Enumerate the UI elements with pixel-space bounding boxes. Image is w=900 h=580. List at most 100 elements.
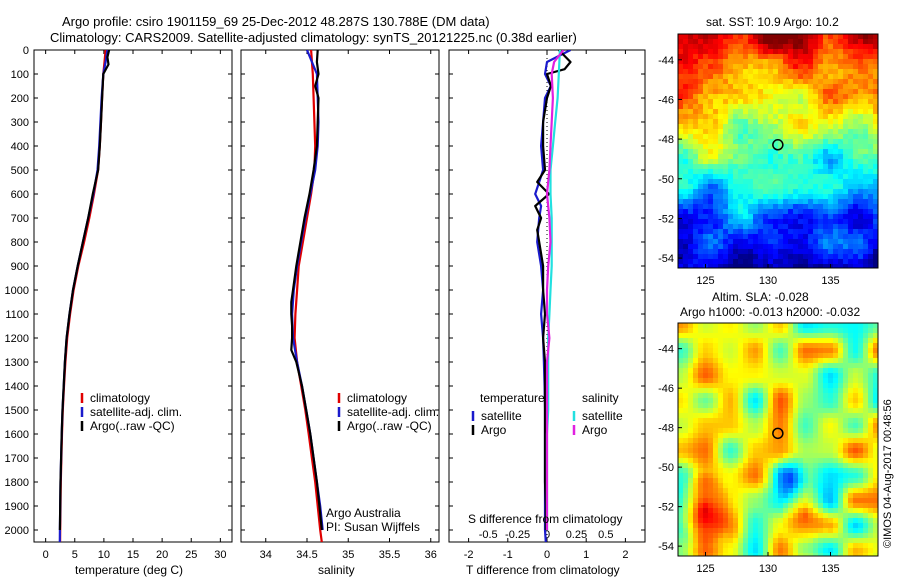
sla-map-cell xyxy=(718,408,723,413)
sla-map-cell xyxy=(708,523,713,528)
sst-map-cell xyxy=(763,164,768,169)
sst-map-cell xyxy=(853,144,858,149)
sst-map-cell xyxy=(778,259,783,264)
sst-map-cell xyxy=(713,239,718,244)
sla-map-cell xyxy=(843,473,848,478)
sst-map-cell xyxy=(823,94,828,99)
sst-map-cell xyxy=(738,144,743,149)
sla-map-cell xyxy=(738,423,743,428)
sst-map-cell xyxy=(858,144,863,149)
sla-map-cell xyxy=(693,478,698,483)
sst-map-cell xyxy=(833,164,838,169)
sst-map-cell xyxy=(678,229,683,234)
sst-map-cell xyxy=(718,114,723,119)
sst-map-cell xyxy=(713,94,718,99)
sla-map-cell xyxy=(773,373,778,378)
sst-map-cell xyxy=(683,199,688,204)
sla-map-cell xyxy=(853,553,858,556)
sst-map-cell xyxy=(818,244,823,249)
sst-map-cell xyxy=(868,144,873,149)
sla-map-cell xyxy=(848,433,853,438)
sst-map-cell xyxy=(838,224,843,229)
sla-map-cell xyxy=(753,453,758,458)
sla-map-cell xyxy=(738,498,743,503)
sla-map-cell xyxy=(873,423,878,428)
sla-map-cell xyxy=(723,403,728,408)
sst-map-cell xyxy=(698,249,703,254)
sst-map-cell xyxy=(803,179,808,184)
sla-map-cell xyxy=(688,363,693,368)
sla-map-cell xyxy=(693,438,698,443)
sla-map-cell xyxy=(788,538,793,543)
sst-map-cell xyxy=(793,169,798,174)
sst-map-cell xyxy=(788,134,793,139)
sst-map-cell xyxy=(688,34,693,39)
sla-map-cell xyxy=(873,508,878,513)
sla-map-cell xyxy=(763,523,768,528)
sst-map-cell xyxy=(843,94,848,99)
sla-map-cell xyxy=(703,368,708,373)
sla-map-cell xyxy=(793,458,798,463)
sla-map-cell xyxy=(813,348,818,353)
sst-map-cell xyxy=(803,174,808,179)
sla-map-cell xyxy=(843,533,848,538)
sla-map-cell xyxy=(698,458,703,463)
sla-map-cell xyxy=(693,338,698,343)
sst-map-cell xyxy=(863,234,868,239)
sst-map-cell xyxy=(718,224,723,229)
sst-map-cell xyxy=(678,244,683,249)
sla-map-cell xyxy=(828,438,833,443)
sla-map-cell xyxy=(868,393,873,398)
sla-map-cell xyxy=(768,548,773,553)
sla-map-cell xyxy=(833,463,838,468)
sst-map-cell xyxy=(863,39,868,44)
sst-map-cell xyxy=(803,264,808,268)
sst-map-cell xyxy=(693,229,698,234)
sla-map-cell xyxy=(708,533,713,538)
sla-map-cell xyxy=(723,493,728,498)
sla-map-cell xyxy=(713,463,718,468)
sst-map-cell xyxy=(728,74,733,79)
sst-map-cell xyxy=(778,229,783,234)
sst-map-cell xyxy=(828,254,833,259)
sla-map-cell xyxy=(868,453,873,458)
sla-map-cell xyxy=(813,423,818,428)
sst-map-cell xyxy=(823,244,828,249)
sst-map-cell xyxy=(683,84,688,89)
sla-map-cell xyxy=(843,448,848,453)
sst-map-cell xyxy=(808,189,813,194)
sst-map-cell xyxy=(858,74,863,79)
sst-map-cell xyxy=(698,84,703,89)
sst-map-cell xyxy=(863,184,868,189)
difference-legend-temperature-title: temperature xyxy=(480,391,545,405)
sla-map-cell xyxy=(833,323,838,328)
sla-map-cell xyxy=(738,363,743,368)
sla-map-cell xyxy=(763,538,768,543)
sst-map-cell xyxy=(713,244,718,249)
sst-map-cell xyxy=(703,59,708,64)
sst-map-cell xyxy=(798,124,803,129)
sla-map-cell xyxy=(693,508,698,513)
sst-map-cell xyxy=(688,229,693,234)
sst-map-cell xyxy=(783,234,788,239)
sst-map-cell xyxy=(718,184,723,189)
sst-map-cell xyxy=(718,94,723,99)
sst-map-cell xyxy=(753,104,758,109)
sla-map-cell xyxy=(788,353,793,358)
sla-map-cell xyxy=(728,498,733,503)
sla-map-cell xyxy=(753,548,758,553)
sst-map-cell xyxy=(693,224,698,229)
sst-map-cell xyxy=(763,149,768,154)
sst-map-cell xyxy=(738,44,743,49)
temperature-xtick-label-15: 15 xyxy=(127,549,139,561)
sst-map-cell xyxy=(858,264,863,268)
sst-map-cell xyxy=(848,39,853,44)
sst-map-cell xyxy=(818,174,823,179)
sst-map-cell xyxy=(828,54,833,59)
sst-map-cell xyxy=(793,129,798,134)
sst-map-cell xyxy=(748,189,753,194)
sst-map-cell xyxy=(793,189,798,194)
sla-map-cell xyxy=(728,338,733,343)
sla-map-cell xyxy=(843,493,848,498)
